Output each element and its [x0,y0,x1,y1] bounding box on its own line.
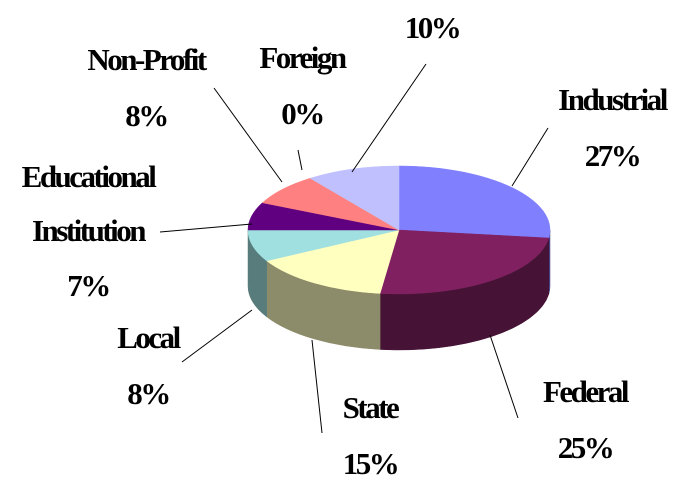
category-label: Federal [542,374,630,409]
slice [398,165,551,239]
slice-label: Local 8% [117,310,181,422]
value-label: 8% [127,376,171,411]
slice [379,229,550,295]
chart: Industrial 27% Federal 25% State 15% Loc… [13,0,669,481]
category-label: Educational Institution [21,159,157,248]
value-label: 25% [557,430,615,465]
leader-line [297,149,303,171]
category-label: Foreign [259,40,347,75]
leader-line [351,63,427,173]
slice-label: Educational Institution 7% [13,150,163,314]
value-label: 8% [125,98,169,133]
category-label: Non-Profit [87,42,207,77]
leader-line [213,87,283,183]
value-label: 0% [281,96,325,131]
slice [309,165,400,231]
category-label: Local [117,320,181,355]
value-label: 10% [404,10,462,45]
pie-canvas [159,63,551,434]
value-label: 15% [342,446,400,481]
leader-line [159,223,253,233]
category-label: State [342,390,400,425]
leader-line [489,334,519,419]
slice-label: Foreign 0% [259,30,347,142]
slice-label: Industrial 27% [558,72,668,184]
slice-label: Federal 25% [542,364,630,476]
slice [266,229,400,294]
value-label: 7% [67,268,111,303]
slice-label: State 15% [342,380,400,492]
slice-label: Non-Profit 8% [87,32,207,144]
slice-label: 10% [404,0,462,56]
leader-line [511,127,549,187]
category-label: Industrial [558,82,668,117]
leader-line [181,309,253,363]
leader-line [311,339,323,434]
value-label: 27% [584,138,642,173]
